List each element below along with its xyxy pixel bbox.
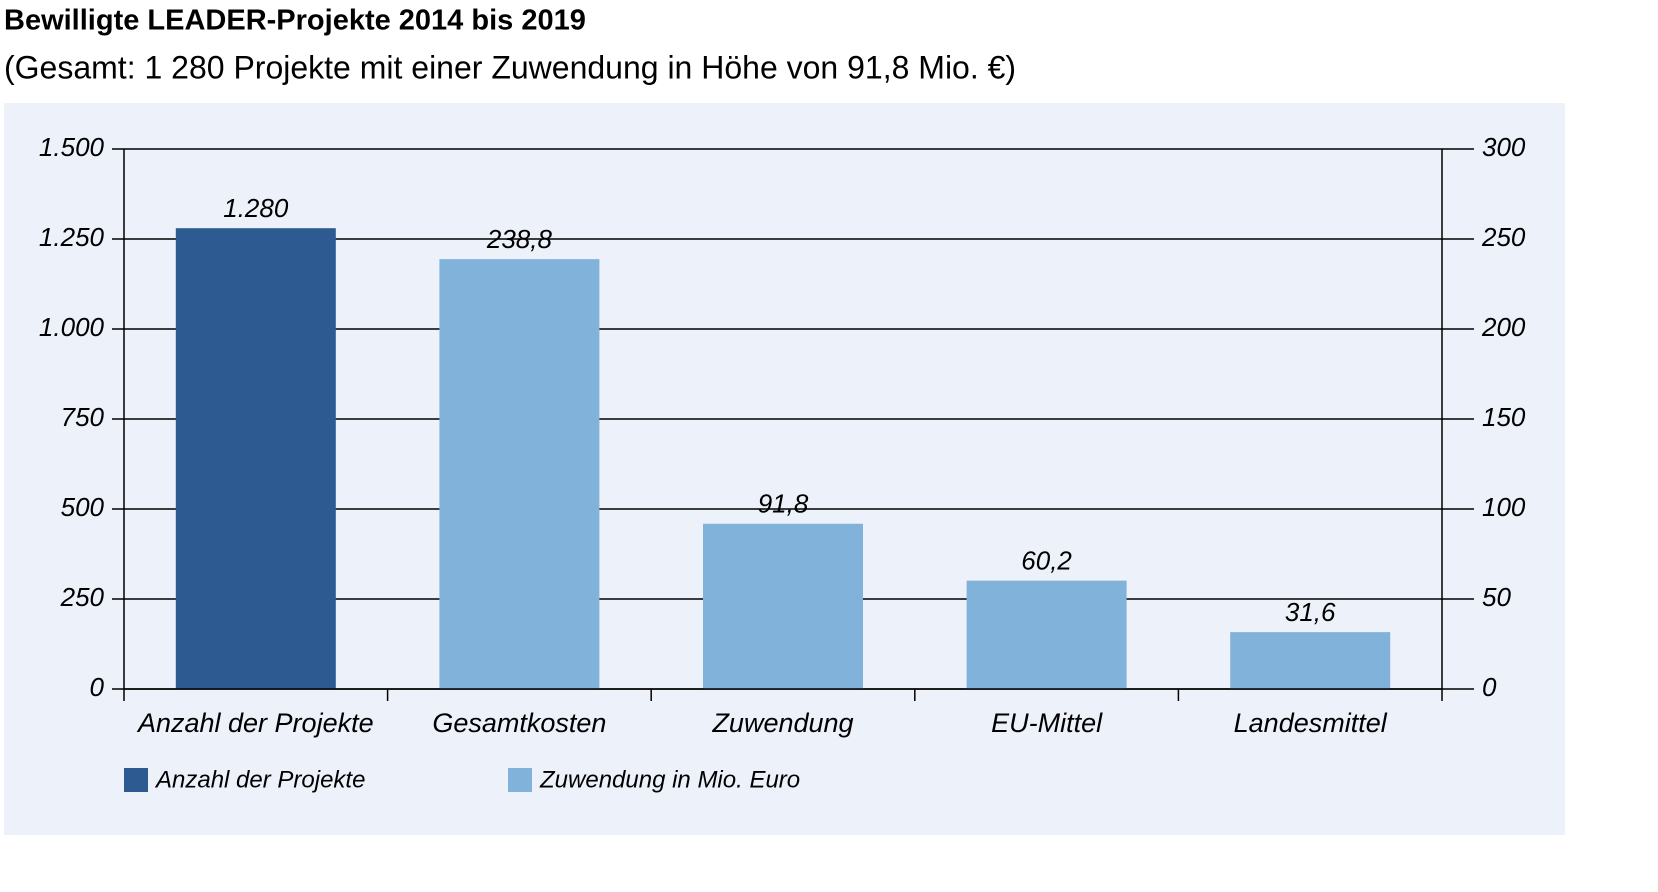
legend-swatch	[508, 768, 532, 792]
chart-subtitle: (Gesamt: 1 280 Projekte mit einer Zuwend…	[4, 49, 1016, 85]
x-tick-label: Anzahl der Projekte	[136, 708, 374, 738]
y-tick-label: 500	[61, 492, 105, 522]
x-tick-label: Zuwendung	[711, 708, 853, 738]
y2-tick-label: 0	[1482, 672, 1497, 702]
value-label: 91,8	[758, 489, 809, 519]
y-tick-label: 750	[61, 402, 105, 432]
x-tick-label: Gesamtkosten	[432, 708, 606, 738]
y-tick-label: 1.500	[39, 132, 105, 162]
legend-label: Anzahl der Projekte	[154, 766, 365, 793]
value-label: 1.280	[223, 193, 289, 223]
legend-label: Zuwendung in Mio. Euro	[539, 766, 800, 793]
y2-tick-label: 300	[1482, 132, 1526, 162]
bar	[439, 259, 600, 689]
y2-tick-label: 100	[1482, 492, 1526, 522]
value-label: 31,6	[1285, 597, 1336, 627]
y-tick-label: 0	[90, 672, 105, 702]
y2-tick-label: 200	[1481, 312, 1526, 342]
y-tick-label: 250	[60, 582, 105, 612]
bar	[1230, 632, 1391, 689]
bar	[966, 580, 1127, 689]
y2-tick-label: 250	[1481, 222, 1526, 252]
y-tick-label: 1.250	[39, 222, 105, 252]
y-tick-label: 1.000	[39, 312, 105, 342]
chart-title: Bewilligte LEADER-Projekte 2014 bis 2019	[4, 5, 586, 37]
x-tick-label: EU-Mittel	[991, 708, 1103, 738]
bar	[175, 228, 336, 689]
legend-swatch	[124, 768, 148, 792]
x-tick-label: Landesmittel	[1234, 708, 1388, 738]
bar	[703, 523, 863, 689]
y2-tick-label: 50	[1482, 582, 1511, 612]
value-label: 238,8	[486, 224, 553, 254]
value-label: 60,2	[1021, 546, 1072, 576]
y2-tick-label: 150	[1482, 402, 1526, 432]
